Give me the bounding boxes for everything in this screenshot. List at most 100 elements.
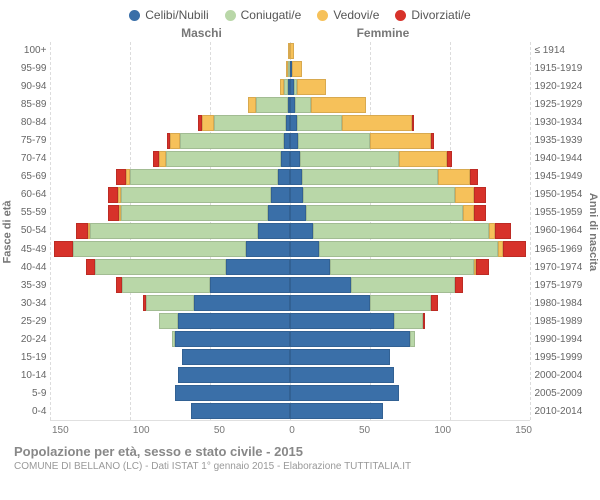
segment-con: [122, 277, 210, 293]
legend-swatch: [225, 10, 236, 21]
segment-cel: [226, 259, 290, 275]
segment-con: [73, 241, 246, 257]
male-side: [50, 114, 290, 132]
birth-label: 1915-1919: [534, 60, 582, 78]
male-side: [50, 330, 290, 348]
legend-item: Vedovi/e: [317, 8, 379, 22]
segment-div: [474, 205, 485, 221]
segment-cel: [290, 385, 399, 401]
female-side: [290, 114, 530, 132]
pyramid-row: [50, 330, 530, 348]
pyramid-row: [50, 78, 530, 96]
segment-con: [95, 259, 226, 275]
segment-cel: [178, 367, 290, 383]
segment-con: [319, 241, 498, 257]
x-tick: 50: [359, 425, 370, 436]
segment-cel: [194, 295, 290, 311]
segment-div: [470, 169, 478, 185]
pyramid-row: [50, 384, 530, 402]
male-side: [50, 384, 290, 402]
caption-sub: COMUNE DI BELLANO (LC) - Dati ISTAT 1° g…: [14, 459, 590, 472]
segment-con: [370, 295, 431, 311]
segment-div: [86, 259, 96, 275]
segment-con: [297, 115, 342, 131]
segment-cel: [290, 349, 389, 365]
pyramid-row: [50, 186, 530, 204]
caption: Popolazione per età, sesso e stato civil…: [0, 438, 600, 472]
segment-div: [116, 169, 126, 185]
pyramid-row: [50, 60, 530, 78]
legend-swatch: [395, 10, 406, 21]
birth-label: 1940-1944: [534, 150, 582, 168]
male-side: [50, 312, 290, 330]
male-side: [50, 348, 290, 366]
legend-label: Celibi/Nubili: [145, 8, 208, 22]
segment-con: [214, 115, 286, 131]
age-label: 100+: [24, 42, 47, 60]
pyramid-row: [50, 276, 530, 294]
age-label: 90-94: [21, 78, 47, 96]
segment-cel: [290, 169, 301, 185]
segment-cel: [191, 403, 290, 419]
male-side: [50, 294, 290, 312]
legend-item: Coniugati/e: [225, 8, 302, 22]
segment-div: [108, 205, 119, 221]
age-label: 45-49: [21, 241, 47, 259]
birth-label: 1985-1989: [534, 313, 582, 331]
age-label: 60-64: [21, 186, 47, 204]
birth-label: 2005-2009: [534, 385, 582, 403]
female-side: [290, 60, 530, 78]
age-label: 5-9: [32, 385, 46, 403]
gender-headers: Maschi Femmine: [0, 26, 600, 40]
segment-ved: [455, 187, 474, 203]
plot: [50, 42, 530, 421]
segment-cel: [281, 151, 291, 167]
x-tick: 100: [434, 425, 451, 436]
female-side: [290, 150, 530, 168]
segment-cel: [290, 187, 303, 203]
birth-label: 1995-1999: [534, 349, 582, 367]
segment-div: [431, 295, 437, 311]
segment-con: [130, 169, 277, 185]
pyramid-row: [50, 258, 530, 276]
age-label: 10-14: [21, 367, 47, 385]
female-side: [290, 240, 530, 258]
legend-label: Divorziati/e: [411, 8, 470, 22]
male-side: [50, 168, 290, 186]
pyramid-row: [50, 168, 530, 186]
male-side: [50, 132, 290, 150]
legend-label: Coniugati/e: [241, 8, 302, 22]
segment-ved: [438, 169, 470, 185]
female-side: [290, 132, 530, 150]
male-side: [50, 276, 290, 294]
segment-div: [54, 241, 73, 257]
x-tick: 150: [52, 425, 69, 436]
birth-label: 1980-1984: [534, 295, 582, 313]
segment-con: [256, 97, 288, 113]
gridline: [530, 42, 531, 420]
birth-label: 1970-1974: [534, 259, 582, 277]
segment-cel: [246, 241, 291, 257]
pyramid-row: [50, 96, 530, 114]
header-female: Femmine: [292, 26, 533, 40]
segment-con: [146, 295, 194, 311]
segment-ved: [311, 97, 365, 113]
segment-cel: [290, 277, 351, 293]
birth-label: 2000-2004: [534, 367, 582, 385]
female-side: [290, 384, 530, 402]
birth-label: 1935-1939: [534, 132, 582, 150]
male-side: [50, 204, 290, 222]
legend-item: Divorziati/e: [395, 8, 470, 22]
legend-item: Celibi/Nubili: [129, 8, 208, 22]
age-label: 75-79: [21, 132, 47, 150]
birth-label: 1965-1969: [534, 241, 582, 259]
female-side: [290, 78, 530, 96]
segment-cel: [290, 133, 298, 149]
segment-con: [410, 331, 415, 347]
female-side: [290, 258, 530, 276]
segment-cel: [290, 259, 330, 275]
segment-cel: [290, 295, 370, 311]
female-side: [290, 366, 530, 384]
age-label: 0-4: [32, 403, 46, 421]
segment-cel: [271, 187, 290, 203]
